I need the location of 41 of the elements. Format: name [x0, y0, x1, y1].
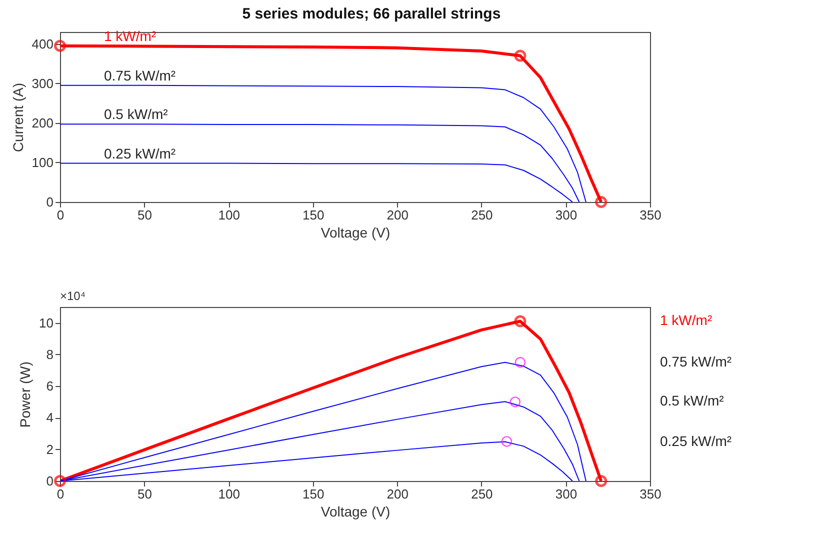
y-tick-label: 0 [46, 474, 54, 488]
y-axis-title: Current (A) [10, 82, 26, 152]
y-tick-label: 200 [32, 115, 54, 130]
y-tick-label: 2 [46, 442, 54, 457]
series-label: 0.75 kW/m² [104, 67, 176, 84]
x-tick-label: 300 [555, 486, 578, 502]
x-tick-label: 0 [56, 208, 64, 222]
y-tick-label: 6 [46, 378, 54, 394]
x-tick-label: 0 [56, 486, 64, 502]
y-tick-label: 10 [39, 315, 54, 330]
x-tick-label: 250 [471, 486, 493, 502]
text: 0.75 kW/m² [660, 353, 732, 370]
text: 0.25 kW/m² [660, 432, 732, 449]
y-tick-label: 400 [32, 36, 54, 52]
y-tick-label: 4 [46, 410, 54, 426]
text: 0.5 kW/m² [660, 392, 724, 409]
x-axis-title: Voltage (V) [320, 504, 390, 520]
x-tick-label: 150 [302, 486, 324, 502]
x-tick-label: 200 [386, 486, 408, 502]
y-tick-label: 300 [32, 76, 54, 91]
x-tick-label: 50 [138, 208, 152, 222]
x-tick-label: 350 [640, 208, 662, 222]
y-tick-label: 100 [32, 154, 54, 170]
text: ×10⁴ [60, 289, 86, 303]
x-tick-label: 300 [555, 208, 578, 222]
x-axis-title: Voltage (V) [320, 224, 390, 240]
y-axis-title: Power (W) [17, 361, 34, 428]
x-tick-label: 150 [302, 208, 324, 222]
x-tick-label: 100 [218, 486, 240, 502]
x-tick-label: 100 [218, 208, 240, 222]
x-tick-label: 50 [138, 486, 152, 502]
chart-title: 5 series modules; 66 parallel strings [242, 5, 501, 22]
series-label: 0.5 kW/m² [104, 106, 168, 122]
series-label: 1 kW/m² [104, 28, 156, 44]
x-tick-label: 350 [640, 486, 662, 502]
x-tick-label: 250 [471, 208, 493, 222]
y-tick-label: 0 [46, 194, 54, 210]
series-label: 0.25 kW/m² [104, 145, 176, 162]
x-tick-label: 200 [386, 208, 408, 222]
y-tick-label: 8 [46, 346, 54, 362]
text: 1 kW/m² [660, 312, 712, 328]
